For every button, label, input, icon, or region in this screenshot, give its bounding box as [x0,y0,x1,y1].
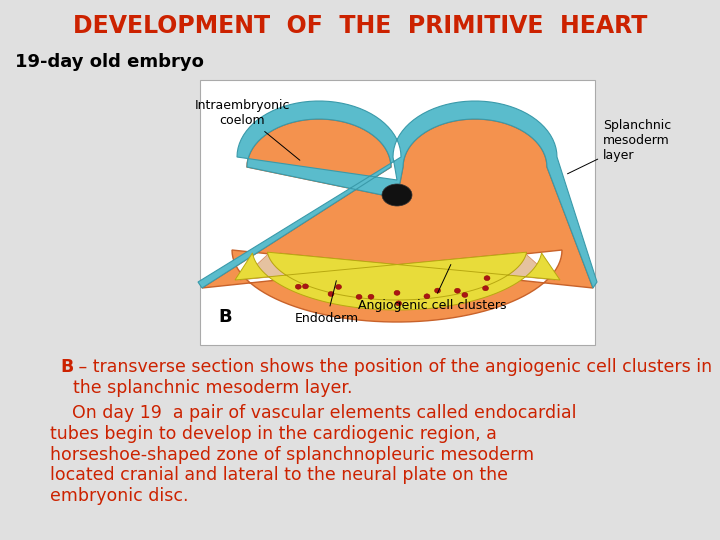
Polygon shape [202,119,593,322]
Ellipse shape [382,184,412,206]
Text: Angiogenic cell clusters: Angiogenic cell clusters [358,265,506,312]
Ellipse shape [484,275,490,281]
Polygon shape [240,253,555,300]
Ellipse shape [454,288,460,293]
Bar [200,80,595,345]
Polygon shape [198,101,597,288]
Ellipse shape [424,294,430,299]
Text: DEVELOPMENT  OF  THE  PRIMITIVE  HEART: DEVELOPMENT OF THE PRIMITIVE HEART [73,14,647,38]
Ellipse shape [368,294,374,299]
Ellipse shape [395,301,402,306]
Text: B: B [218,308,232,326]
Ellipse shape [394,291,400,295]
Ellipse shape [435,288,441,293]
Ellipse shape [302,284,308,289]
Ellipse shape [336,285,341,289]
Ellipse shape [295,284,301,289]
Text: – transverse section shows the position of the angiogenic cell clusters in the s: – transverse section shows the position … [73,358,712,397]
Text: 19-day old embryo: 19-day old embryo [15,53,204,71]
Ellipse shape [328,292,334,296]
Ellipse shape [482,286,489,291]
Text: B: B [60,358,73,376]
Text: On day 19  a pair of vascular elements called endocardial
tubes begin to develop: On day 19 a pair of vascular elements ca… [50,404,577,505]
Polygon shape [235,252,560,310]
Text: Endoderm: Endoderm [295,281,359,325]
Ellipse shape [356,294,362,299]
Text: Intraembryonic
coelom: Intraembryonic coelom [194,99,300,160]
Text: Splanchnic
mesoderm
layer: Splanchnic mesoderm layer [567,118,671,174]
Ellipse shape [462,293,468,298]
